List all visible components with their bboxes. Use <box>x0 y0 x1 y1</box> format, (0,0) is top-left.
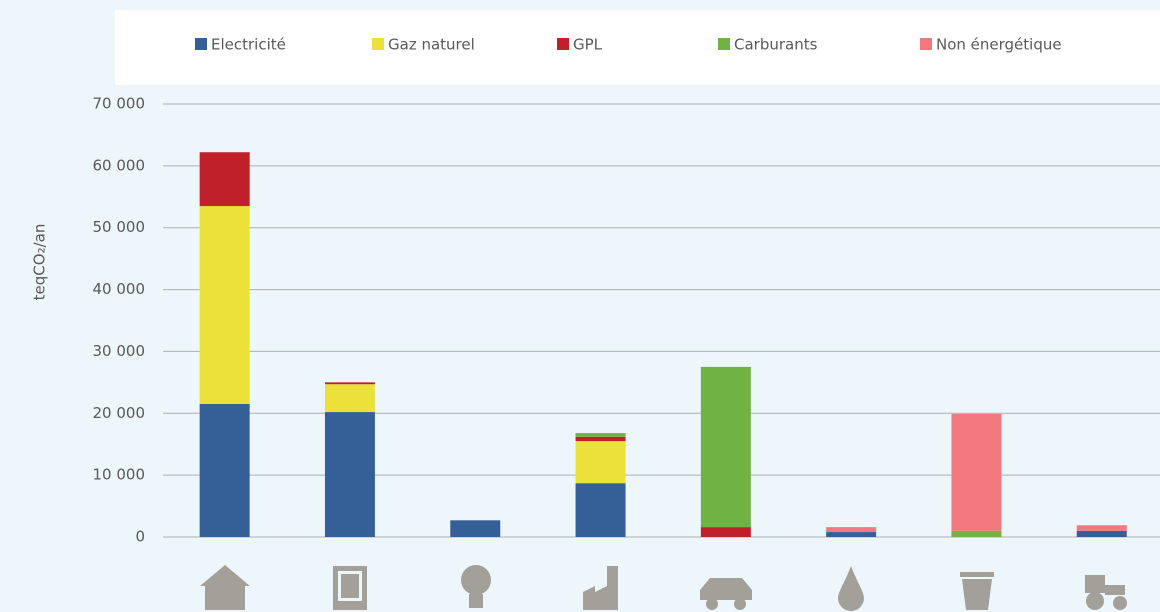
y-tick-label: 30 000 <box>93 342 146 360</box>
legend-swatch <box>920 38 932 50</box>
bar-segment <box>826 527 877 533</box>
y-tick-label: 0 <box>135 528 145 546</box>
bar-segment <box>1076 530 1127 537</box>
bar-segment <box>951 530 1002 537</box>
category-icons <box>200 565 1127 611</box>
y-tick-label: 20 000 <box>93 404 146 422</box>
icon-bin <box>960 572 994 610</box>
legend-label: Non énergétique <box>936 36 1062 54</box>
bar-segment <box>826 532 877 537</box>
bar-segment <box>199 206 250 405</box>
legend-label: GPL <box>573 36 603 54</box>
icon-car <box>700 578 752 610</box>
legend-swatch <box>372 38 384 50</box>
bar-segment <box>951 413 1002 531</box>
bar-segment <box>700 366 751 528</box>
bar-segment <box>700 527 751 537</box>
icon-building <box>333 566 367 610</box>
bar-segment <box>575 436 626 442</box>
bar-segment <box>575 441 626 484</box>
bar-segment <box>575 483 626 537</box>
icon-house <box>200 565 250 610</box>
bar-segment <box>324 412 375 537</box>
legend-label: Gaz naturel <box>388 36 475 54</box>
legend-box <box>115 10 1160 85</box>
bar-segment <box>199 152 250 207</box>
icon-factory <box>583 566 618 610</box>
icon-tractor <box>1085 575 1127 610</box>
icon-bulb <box>461 565 491 608</box>
y-tick-label: 40 000 <box>93 280 146 298</box>
y-axis-label: teqCO₂/an <box>31 224 49 301</box>
bar-segment <box>1076 525 1127 531</box>
bar-segment <box>575 433 626 437</box>
legend-swatch <box>718 38 730 50</box>
legend-label: Carburants <box>734 36 818 54</box>
y-tick-label: 60 000 <box>93 156 146 174</box>
y-tick-label: 10 000 <box>93 466 146 484</box>
icon-drop <box>838 566 864 611</box>
y-tick-label: 50 000 <box>93 218 146 236</box>
legend-swatch <box>195 38 207 50</box>
legend-label: Electricité <box>211 36 286 54</box>
legend-swatch <box>557 38 569 50</box>
bar-segment <box>324 382 375 385</box>
bar-segment <box>324 384 375 413</box>
bar-segment <box>199 404 250 537</box>
bar-segment <box>450 520 501 537</box>
y-tick-label: 70 000 <box>93 95 146 113</box>
